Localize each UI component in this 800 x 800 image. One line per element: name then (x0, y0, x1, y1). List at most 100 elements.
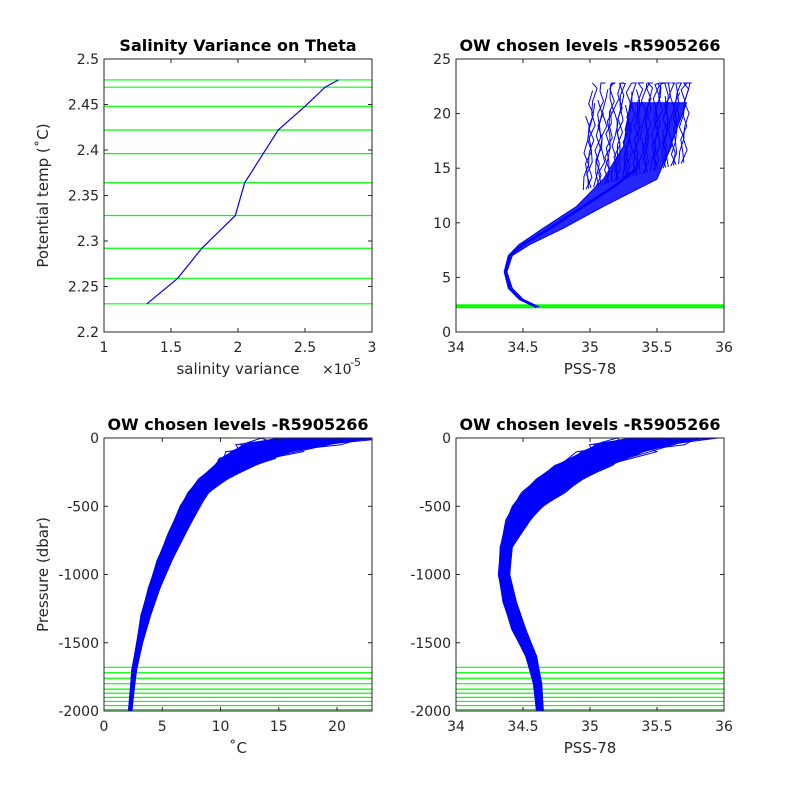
profile-line (642, 82, 653, 174)
series-line (504, 167, 638, 309)
x-axis-label: ˚C (229, 739, 247, 757)
profile-line (625, 82, 637, 178)
y-tick-label: 2.3 (77, 234, 99, 250)
x-axis-label: salinity variance (176, 360, 299, 378)
y-tick-label: 0 (442, 431, 451, 447)
profile-line (651, 82, 661, 171)
profile-line (670, 82, 682, 167)
profile-line (613, 82, 625, 182)
plot-area (104, 79, 372, 305)
profile-line (509, 438, 697, 711)
profile-line (502, 438, 670, 711)
panel1: 1 1.5 2 2.5 3 2.2 2.25 2.3 2.35 2.4 2.45 2.5 Salinit… (34, 36, 376, 378)
y-tick-label: 25 (433, 52, 451, 68)
profile-line (610, 98, 620, 183)
profile-line (662, 82, 671, 169)
y-tick-label: 15 (433, 161, 451, 177)
profile-line (595, 99, 603, 186)
profile-line (506, 438, 698, 711)
plot-area (456, 438, 724, 711)
x-exponent-base: ×10 (322, 362, 352, 378)
profile-envelope (498, 438, 704, 711)
x-tick-label: 34.5 (507, 340, 538, 356)
profile-line (497, 438, 634, 711)
profile-line (638, 82, 648, 175)
y-axis-label: Potential temp (˚C) (34, 123, 52, 267)
x-tick-label: 35 (581, 719, 599, 735)
profile-line (500, 438, 641, 711)
profile-line (598, 89, 609, 186)
x-exponent-power: -5 (350, 356, 361, 369)
profile-line (503, 438, 661, 711)
profile-line (507, 438, 719, 711)
profile-line (642, 98, 652, 173)
x-tick-label: 35 (581, 340, 599, 356)
profile-line (631, 82, 644, 177)
y-tick-label: -2000 (410, 704, 451, 720)
x-tick-label: 1.5 (160, 340, 182, 356)
panel2: 34 34.5 35 35.5 36 0 5 10 15 20 25 OW chosen levels… (433, 36, 733, 378)
panel4: 34 34.5 35 35.5 36 -2000 -1500 -1000 -500 0 OW cho… (410, 415, 733, 757)
x-axis-label: PSS-78 (564, 360, 617, 378)
x-tick-label: 36 (715, 340, 733, 356)
profile-line (680, 82, 690, 163)
plot-area (456, 82, 724, 309)
profile-line (670, 82, 680, 166)
profile-line (632, 89, 641, 176)
x-axis-label: PSS-78 (564, 739, 617, 757)
y-tick-label: 0 (442, 325, 451, 341)
y-axis-label: Pressure (dbar) (34, 517, 52, 632)
y-tick-label: 2.4 (77, 143, 99, 159)
profile-line (614, 82, 627, 181)
profile-line (604, 82, 616, 184)
profile-line (507, 438, 716, 711)
y-tick-label: 2.25 (68, 280, 99, 296)
x-tick-label: 34 (447, 340, 465, 356)
x-tick-label: 0 (100, 719, 109, 735)
profile-line (604, 110, 612, 184)
chart-title: Salinity Variance on Theta (119, 36, 356, 55)
profile-line (652, 82, 662, 172)
profile-line (649, 85, 660, 172)
profile-line (653, 82, 665, 170)
profile-line (623, 82, 633, 179)
y-tick-label: 2.35 (68, 189, 99, 205)
x-tick-label: 10 (212, 719, 230, 735)
y-tick-label: -500 (67, 499, 99, 515)
plot-area (104, 438, 372, 711)
x-tick-label: 34 (447, 719, 465, 735)
chart-title: OW chosen levels -R5905266 (459, 36, 720, 55)
y-tick-label: 10 (433, 216, 451, 232)
x-tick-label: 36 (715, 719, 733, 735)
profile-line (501, 438, 685, 711)
profile-line (586, 82, 598, 189)
profile-line (130, 438, 365, 711)
panels: 1 1.5 2 2.5 3 2.2 2.25 2.3 2.35 2.4 2.45 2.5 Salinit… (34, 36, 733, 757)
y-tick-label: 2.5 (77, 52, 99, 68)
x-tick-label: 35.5 (641, 340, 672, 356)
x-tick-label: 2 (234, 340, 243, 356)
panel3: 0 5 10 15 20 -2000 -1500 -1000 -500 0 OW chosen le… (34, 415, 373, 757)
y-tick-label: -1500 (58, 636, 99, 652)
y-tick-label: 20 (433, 107, 451, 123)
y-tick-label: -500 (419, 499, 451, 515)
profile-line (131, 438, 363, 711)
chart-title: OW chosen levels -R5905266 (107, 415, 368, 434)
profile-line (603, 82, 615, 185)
profile-line (666, 82, 676, 167)
x-tick-label: 15 (270, 719, 288, 735)
profile-line (642, 82, 654, 175)
profile-line (595, 112, 605, 187)
chart-title: OW chosen levels -R5905266 (459, 415, 720, 434)
y-tick-label: 5 (442, 270, 451, 286)
y-tick-label: 2.2 (77, 325, 99, 341)
y-tick-label: -1000 (58, 568, 99, 584)
series-line (146, 79, 339, 305)
y-tick-label: -1000 (410, 568, 451, 584)
x-tick-label: 20 (328, 719, 346, 735)
profile-line (128, 438, 281, 711)
x-tick-label: 35.5 (641, 719, 672, 735)
x-tick-label: 34.5 (507, 719, 538, 735)
profile-envelope (503, 102, 688, 308)
